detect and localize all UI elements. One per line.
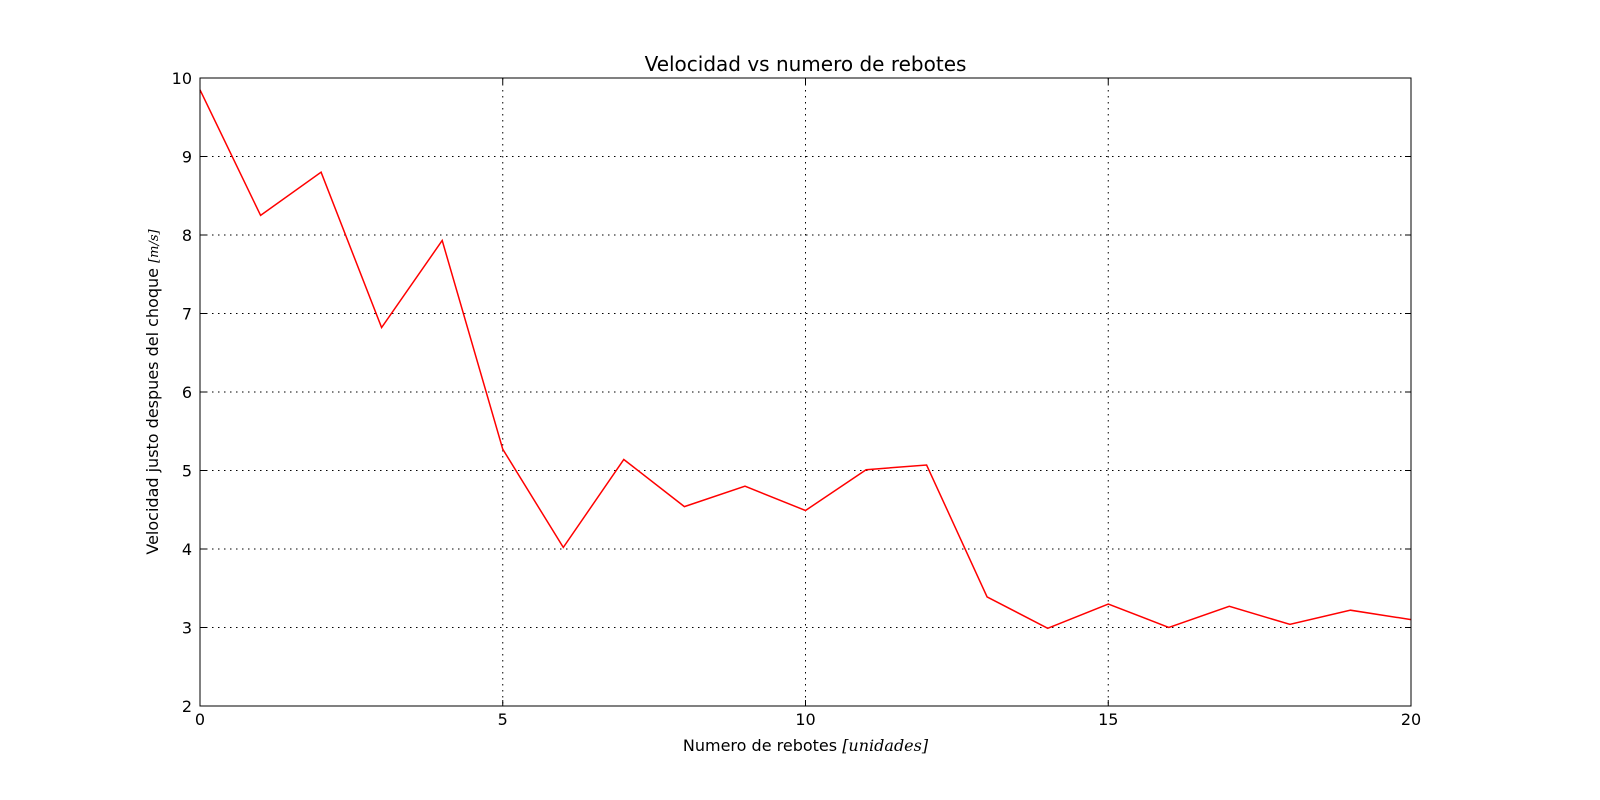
- y-tick-label: 10: [172, 69, 192, 88]
- x-tick-label: 20: [1401, 710, 1421, 729]
- x-tick-label: 15: [1098, 710, 1118, 729]
- y-tick-label: 8: [182, 226, 192, 245]
- x-tick-label: 0: [195, 710, 205, 729]
- x-axis-label-text: Numero de rebotes: [683, 736, 837, 755]
- y-tick-label: 4: [182, 540, 192, 559]
- x-tick-label: 5: [498, 710, 508, 729]
- chart-title: Velocidad vs numero de rebotes: [645, 52, 967, 76]
- y-tick-label: 9: [182, 148, 192, 167]
- y-tick-label: 2: [182, 697, 192, 716]
- grid: [200, 78, 1411, 706]
- x-tick-label: 10: [795, 710, 815, 729]
- y-axis-label-text: Velocidad justo despues del choque: [143, 268, 162, 555]
- axis-ticks: 0 5 10 15 20 2 3 4 5 6 7 8 9 10: [172, 69, 1422, 729]
- series-line: [199, 89, 1412, 630]
- y-tick-label: 7: [182, 305, 192, 324]
- y-tick-label: 5: [182, 462, 192, 481]
- y-tick-label: 3: [182, 619, 192, 638]
- y-axis-unit: [m/s]: [147, 228, 162, 262]
- plot-area-frame: [199, 77, 1412, 707]
- x-axis-label: Numero de rebotes [unidades]: [683, 736, 929, 755]
- series-layer: [199, 89, 1412, 630]
- x-axis-unit: [unidades]: [842, 736, 929, 755]
- y-tick-label: 6: [182, 383, 192, 402]
- y-axis-label: Velocidad justo despues del choque [m/s]: [143, 228, 162, 554]
